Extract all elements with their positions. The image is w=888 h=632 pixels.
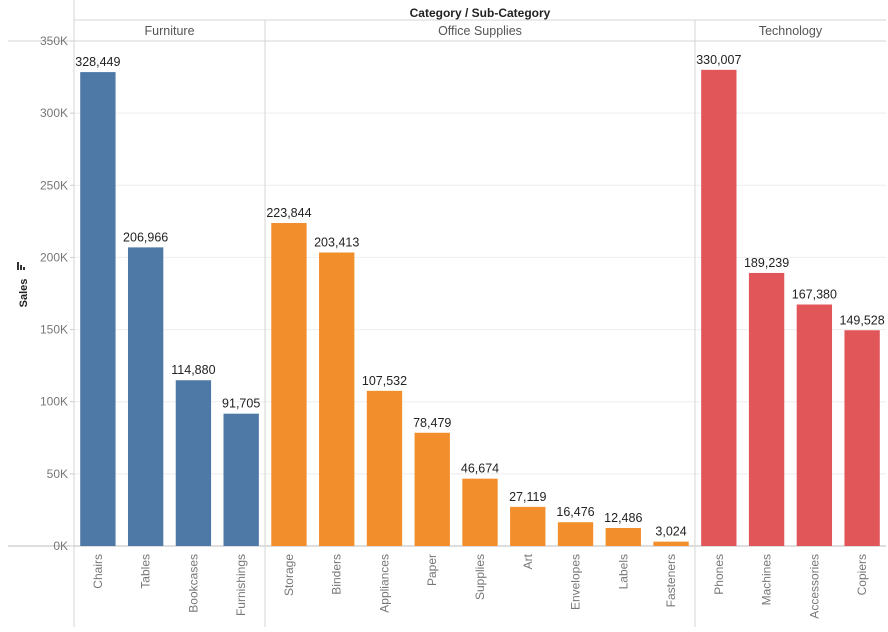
bar-accessories[interactable] xyxy=(796,304,833,546)
bars xyxy=(80,69,880,547)
sort-icon-bar xyxy=(17,262,19,270)
value-label: 114,880 xyxy=(171,363,215,377)
y-tick-label: 350K xyxy=(40,34,68,48)
x-tick-label: Art xyxy=(521,553,535,569)
bar-binders[interactable] xyxy=(319,252,355,547)
bar-fasteners[interactable] xyxy=(653,541,689,546)
value-label: 206,966 xyxy=(123,230,168,244)
value-label: 107,532 xyxy=(362,374,407,388)
x-tick-label: Machines xyxy=(760,554,774,605)
bar-supplies[interactable] xyxy=(462,478,498,546)
x-tick-label: Paper xyxy=(425,554,439,586)
sort-icon-bar xyxy=(20,265,22,270)
value-label: 46,674 xyxy=(461,462,499,476)
y-tick-label: 50K xyxy=(47,467,68,481)
y-tick-label: 150K xyxy=(40,323,68,337)
bar-phones[interactable] xyxy=(701,69,737,546)
y-axis: Sales 0K 50K 100K 150K 200K 250K 300K 350K xyxy=(17,34,74,553)
bar-labels[interactable] xyxy=(605,527,641,546)
value-label: 203,413 xyxy=(314,236,359,250)
x-tick-label: Binders xyxy=(330,554,344,595)
bar-bookcases[interactable] xyxy=(175,380,212,546)
value-label: 189,239 xyxy=(744,256,789,270)
y-tick-label: 0K xyxy=(53,539,68,553)
bar-tables[interactable] xyxy=(127,247,164,546)
value-label: 149,528 xyxy=(840,313,885,327)
x-tick-label: Furnishings xyxy=(234,554,248,616)
pane-header-label: Technology xyxy=(759,24,823,38)
sort-icon-bar xyxy=(23,267,25,270)
bar-art[interactable] xyxy=(510,506,546,546)
value-label: 91,705 xyxy=(222,397,260,411)
y-tick-label: 250K xyxy=(40,178,68,192)
value-label: 330,007 xyxy=(696,53,741,67)
x-tick-label: Bookcases xyxy=(186,554,200,613)
value-label: 167,380 xyxy=(792,287,837,301)
y-axis-title: Sales xyxy=(18,279,30,308)
pane-header-label: Furniture xyxy=(145,24,195,38)
bar-paper[interactable] xyxy=(414,432,450,546)
sort-icon[interactable] xyxy=(17,262,25,270)
x-tick-label: Appliances xyxy=(377,554,391,613)
value-label: 223,844 xyxy=(266,206,311,220)
x-tick-label: Envelopes xyxy=(569,554,583,610)
column-header-title: Category / Sub-Category xyxy=(410,6,551,20)
x-axis: Chairs Tables Bookcases Furnishings Storage B… xyxy=(91,553,869,618)
value-label: 12,486 xyxy=(604,511,642,525)
x-tick-label: Phones xyxy=(712,554,726,595)
value-label: 3,024 xyxy=(655,525,686,539)
bar-appliances[interactable] xyxy=(366,390,403,546)
value-labels: 328,449 206,966 114,880 91,705 223,844 203,41… xyxy=(75,53,884,539)
y-tick-label: 100K xyxy=(40,395,68,409)
column-header: Category / Sub-Category Furniture Office … xyxy=(145,6,823,38)
bar-machines[interactable] xyxy=(748,272,785,546)
x-tick-label: Copiers xyxy=(855,554,869,595)
x-tick-label: Tables xyxy=(139,554,153,589)
x-tick-label: Supplies xyxy=(473,554,487,600)
y-tick-label: 200K xyxy=(40,250,68,264)
bar-furnishings[interactable] xyxy=(223,413,259,546)
x-tick-label: Fasteners xyxy=(664,554,678,607)
value-label: 27,119 xyxy=(509,490,546,504)
x-tick-label: Storage xyxy=(282,554,296,596)
x-tick-label: Labels xyxy=(616,554,630,589)
bar-envelopes[interactable] xyxy=(557,522,594,546)
bar-storage[interactable] xyxy=(271,223,307,546)
y-tick-label: 300K xyxy=(40,106,68,120)
value-label: 328,449 xyxy=(75,55,120,69)
x-tick-label: Chairs xyxy=(91,554,105,589)
value-label: 16,476 xyxy=(556,505,594,519)
bar-copiers[interactable] xyxy=(844,330,880,546)
x-tick-label: Accessories xyxy=(807,554,821,619)
pane-header-label: Office Supplies xyxy=(438,24,522,38)
bar-chairs[interactable] xyxy=(80,72,116,546)
value-label: 78,479 xyxy=(413,416,451,430)
